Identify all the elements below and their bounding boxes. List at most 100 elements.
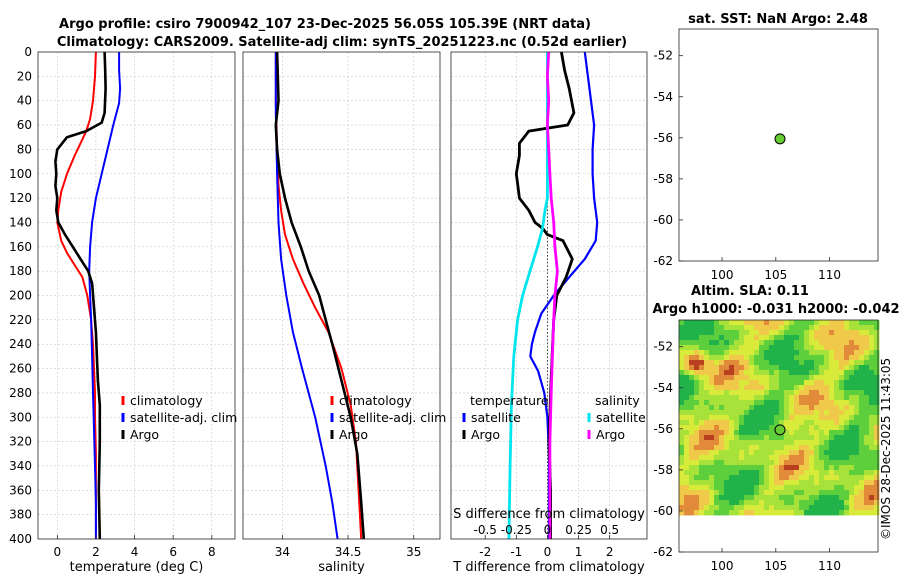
sla-cell [699, 420, 705, 426]
sla-cell [754, 415, 760, 421]
sla-cell [679, 510, 685, 516]
sla-cell [829, 345, 835, 351]
sla-cell [864, 430, 870, 436]
sla-cell [814, 335, 820, 341]
y-tick-label: 40 [17, 94, 32, 108]
sla-cell [729, 475, 735, 481]
sla-cell [869, 405, 875, 411]
sla-cell [849, 360, 855, 366]
sla-cell [704, 415, 710, 421]
sla-cell [684, 460, 690, 466]
sla-cell [709, 445, 715, 451]
sla-cell [699, 365, 705, 371]
sla-cell [814, 400, 820, 406]
sla-cell [814, 480, 820, 486]
sla-cell [759, 360, 765, 366]
sla-cell [869, 480, 875, 486]
sla-cell [794, 475, 800, 481]
sla-cell [704, 360, 710, 366]
sla-cell [704, 400, 710, 406]
sla-cell [724, 345, 730, 351]
sla-cell [714, 495, 720, 501]
sla-cell [784, 425, 790, 431]
sla-cell [844, 350, 850, 356]
sla-cell [784, 440, 790, 446]
sla-cell [799, 410, 805, 416]
sla-cell [829, 455, 835, 461]
sla-cell [809, 465, 815, 471]
sla-cell [799, 350, 805, 356]
sla-cell [724, 500, 730, 506]
series-line-satellite-adj-clim [88, 52, 122, 539]
sla-cell [824, 370, 830, 376]
sla-cell [834, 495, 840, 501]
sla-cell [864, 340, 870, 346]
sla-cell [679, 365, 685, 371]
sla-cell [804, 510, 810, 516]
sla-cell [769, 360, 775, 366]
sla-cell [859, 330, 865, 336]
sla-cell [824, 320, 830, 326]
sla-cell [714, 400, 720, 406]
sla-cell [699, 350, 705, 356]
sla-cell [679, 405, 685, 411]
sla-cell [754, 425, 760, 431]
x-tick-label: 100 [711, 268, 734, 282]
x-tick-label: 110 [818, 559, 841, 573]
sla-map-subtitle: Argo h1000: -0.031 h2000: -0.042 [652, 302, 899, 317]
sla-cell [844, 360, 850, 366]
sla-cell [859, 465, 865, 471]
sla-cell [749, 435, 755, 441]
y-tick-label: 60 [17, 118, 32, 132]
sla-cell [709, 320, 715, 326]
sla-cell [789, 335, 795, 341]
sla-cell [849, 375, 855, 381]
sla-cell [834, 450, 840, 456]
sla-cell [749, 415, 755, 421]
sla-cell [804, 445, 810, 451]
sla-cell [769, 490, 775, 496]
sla-cell [759, 405, 765, 411]
sla-cell [799, 510, 805, 516]
sla-cell [739, 370, 745, 376]
sla-cell [849, 410, 855, 416]
sla-cell [784, 330, 790, 336]
sst-map-title: sat. SST: NaN Argo: 2.48 [688, 12, 868, 27]
sla-cell [744, 325, 750, 331]
sla-cell [794, 420, 800, 426]
sla-cell [679, 370, 685, 376]
sla-cell [739, 480, 745, 486]
sla-cell [744, 385, 750, 391]
sla-cell [784, 415, 790, 421]
sla-cell [734, 495, 740, 501]
sla-cell [749, 330, 755, 336]
sla-cell [749, 345, 755, 351]
sla-cell [834, 420, 840, 426]
sla-cell [794, 490, 800, 496]
sla-cell [734, 500, 740, 506]
sla-cell [684, 325, 690, 331]
sla-cell [764, 350, 770, 356]
sla-cell [854, 500, 860, 506]
sla-cell [819, 335, 825, 341]
sla-cell [694, 340, 700, 346]
sla-cell [699, 485, 705, 491]
sla-cell [869, 420, 875, 426]
sla-cell [689, 445, 695, 451]
sla-cell [859, 345, 865, 351]
sla-cell [799, 340, 805, 346]
sla-cell [759, 440, 765, 446]
sla-cell [864, 495, 870, 501]
sla-cell [744, 400, 750, 406]
sla-cell [809, 335, 815, 341]
sla-cell [849, 455, 855, 461]
sla-cell [869, 335, 875, 341]
sla-cell [764, 475, 770, 481]
sla-cell [709, 360, 715, 366]
sla-cell [789, 505, 795, 511]
sla-cell [854, 340, 860, 346]
sla-cell [679, 480, 685, 486]
sla-cell [784, 350, 790, 356]
sla-cell [834, 400, 840, 406]
sla-cell [694, 385, 700, 391]
